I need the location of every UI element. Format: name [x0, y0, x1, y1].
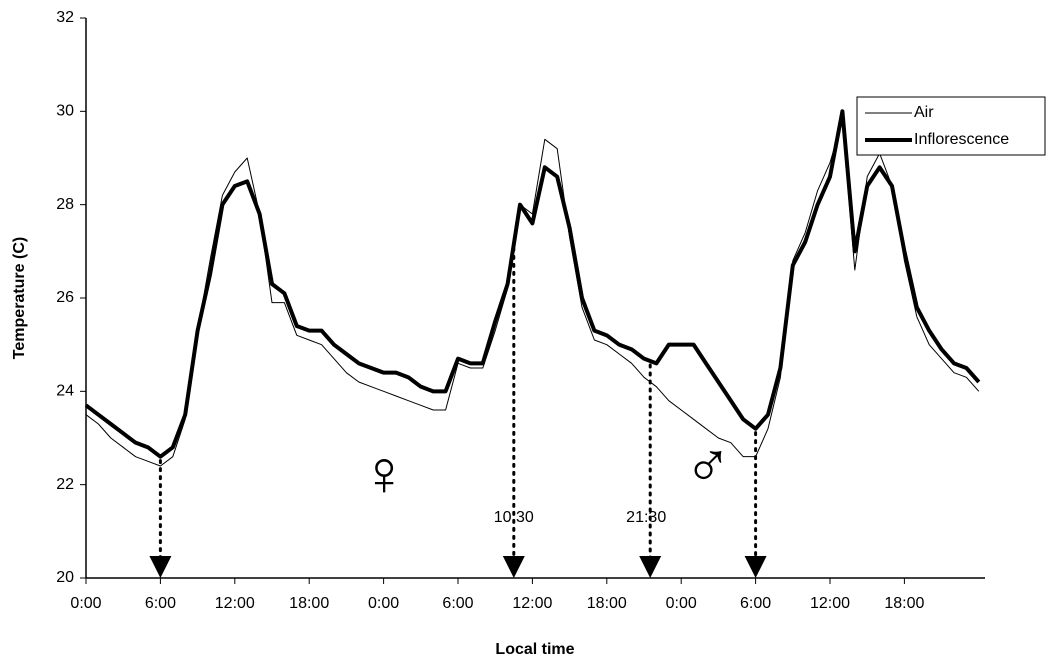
annotation: 10:30 [494, 509, 534, 526]
legend-label: Air [914, 104, 934, 121]
x-tick-label: 18:00 [587, 595, 627, 612]
legend-label: Inflorescence [914, 131, 1009, 148]
series-line [84, 109, 981, 459]
y-tick-label: 20 [56, 569, 74, 586]
y-tick-label: 28 [56, 196, 74, 213]
x-tick-label: 6:00 [145, 595, 176, 612]
annotation: ♂ [684, 429, 732, 501]
arrow-head [149, 556, 172, 578]
y-tick-label: 24 [56, 383, 74, 400]
annotation: 21:30 [626, 509, 666, 526]
x-tick-label: 18:00 [289, 595, 329, 612]
y-tick-label: 32 [56, 9, 74, 26]
x-axis-title: Local time [495, 641, 574, 658]
y-axis-title: Temperature (C) [11, 237, 28, 359]
series-line [85, 120, 980, 467]
x-tick-label: 12:00 [810, 595, 850, 612]
x-tick-label: 6:00 [740, 595, 771, 612]
x-tick-label: 0:00 [666, 595, 697, 612]
annotation: ♀ [360, 437, 408, 509]
y-tick-label: 26 [56, 289, 74, 306]
x-tick-label: 12:00 [215, 595, 255, 612]
arrow-head [744, 556, 767, 578]
x-tick-label: 6:00 [442, 595, 473, 612]
legend-box [856, 96, 1046, 156]
x-tick-label: 0:00 [70, 595, 101, 612]
x-tick-label: 18:00 [884, 595, 924, 612]
arrow-head [502, 556, 525, 578]
y-tick-label: 30 [56, 103, 74, 120]
arrow-head [639, 556, 662, 578]
x-tick-label: 0:00 [368, 595, 399, 612]
x-tick-label: 12:00 [512, 595, 552, 612]
y-tick-label: 22 [56, 476, 74, 493]
